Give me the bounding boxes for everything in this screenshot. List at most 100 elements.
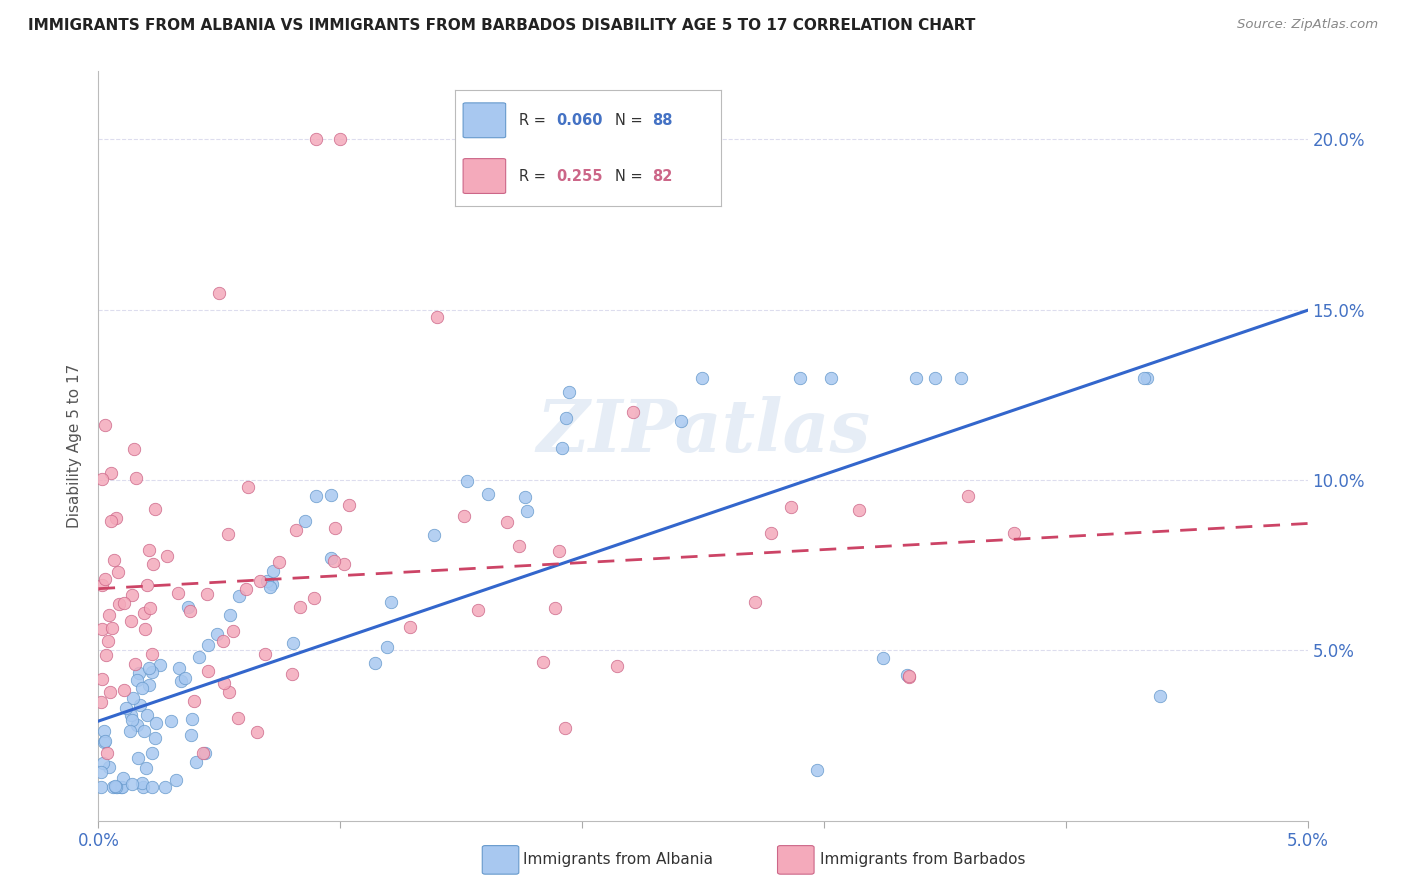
Point (111, 780, 134, 794)
Point (186, 756, 208, 770)
Point (281, 667, 304, 681)
Point (290, 599, 312, 614)
Text: ZIPatlas: ZIPatlas (536, 395, 870, 467)
Point (329, 132, 352, 146)
Point (551, 441, 574, 455)
Point (121, 777, 143, 791)
Point (93, 756, 115, 771)
Point (398, 620, 420, 634)
Point (323, 520, 346, 534)
Text: IMMIGRANTS FROM ALBANIA VS IMMIGRANTS FROM BARBADOS DISABILITY AGE 5 TO 17 CORRE: IMMIGRANTS FROM ALBANIA VS IMMIGRANTS FR… (28, 18, 976, 33)
Point (554, 721, 576, 735)
Point (132, 780, 155, 794)
Point (97, 633, 120, 648)
Point (558, 385, 581, 400)
Point (205, 627, 228, 641)
Point (100, 621, 122, 635)
Point (547, 544, 569, 558)
Point (100, 466, 122, 480)
Point (128, 665, 150, 680)
Point (122, 442, 145, 456)
Point (121, 708, 143, 723)
Point (236, 480, 259, 494)
Point (219, 607, 242, 622)
Point (477, 487, 499, 501)
Point (179, 603, 201, 617)
Point (118, 724, 141, 739)
Point (145, 715, 167, 730)
Point (97, 607, 120, 622)
Point (165, 773, 187, 788)
Point (217, 527, 239, 541)
Point (332, 557, 354, 571)
Point (950, 371, 973, 385)
Point (114, 701, 136, 715)
Point (375, 640, 398, 654)
Point (94, 572, 117, 586)
Point (138, 543, 160, 558)
Point (789, 371, 811, 385)
Point (139, 600, 162, 615)
Point (101, 780, 124, 794)
Point (127, 673, 149, 687)
Point (302, 591, 325, 605)
Point (254, 647, 277, 661)
Point (305, 132, 328, 146)
Point (249, 574, 271, 588)
Text: Immigrants from Barbados: Immigrants from Barbados (820, 853, 1025, 867)
Point (235, 582, 257, 596)
Point (467, 602, 489, 616)
Point (544, 600, 567, 615)
Point (160, 714, 183, 728)
Point (905, 371, 928, 385)
Point (136, 707, 159, 722)
Point (285, 523, 308, 537)
Point (305, 489, 328, 503)
Point (183, 694, 205, 708)
Point (262, 577, 284, 591)
Point (744, 595, 766, 609)
Point (555, 411, 578, 425)
Point (426, 310, 449, 324)
Point (957, 489, 980, 503)
Point (177, 600, 200, 615)
Point (671, 414, 693, 428)
Point (170, 673, 193, 688)
Point (110, 780, 132, 794)
Point (321, 488, 343, 502)
Point (212, 676, 235, 690)
Point (898, 669, 921, 683)
Point (112, 596, 135, 610)
Point (262, 564, 284, 578)
Point (806, 763, 828, 777)
Point (131, 681, 153, 695)
Point (131, 776, 153, 790)
Point (112, 771, 135, 785)
Point (621, 405, 644, 419)
Point (364, 656, 387, 670)
Point (337, 498, 360, 512)
Point (143, 502, 166, 516)
Point (848, 502, 870, 516)
Point (188, 650, 211, 665)
Point (180, 712, 202, 726)
Point (1133, 371, 1156, 385)
Point (423, 528, 446, 542)
Point (897, 670, 920, 684)
Point (194, 746, 217, 760)
Point (226, 711, 249, 725)
Point (924, 371, 946, 385)
Point (269, 555, 291, 569)
Point (125, 718, 148, 732)
Point (780, 500, 803, 515)
Point (134, 622, 156, 636)
Point (94, 648, 117, 662)
Point (90, 472, 112, 486)
Point (1002, 525, 1025, 540)
Point (104, 510, 127, 524)
Point (107, 780, 129, 794)
Point (120, 614, 142, 628)
Point (141, 780, 163, 794)
Point (97, 760, 120, 774)
Point (134, 761, 156, 775)
